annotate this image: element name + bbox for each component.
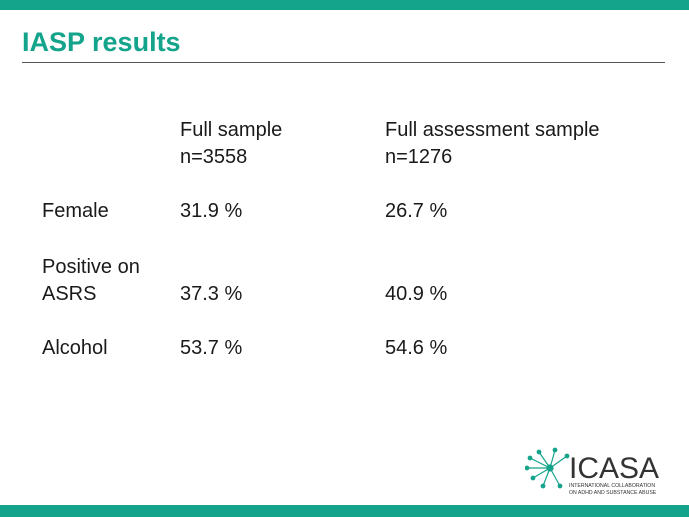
column-n: n=1276 <box>385 146 453 168</box>
cell-value: 26.7 % <box>385 200 448 222</box>
row-label: Female <box>42 200 109 222</box>
cell-value: 37.3 % <box>180 283 243 305</box>
logo-line: ON ADHD AND SUBSTANCE ABUSE <box>569 490 657 496</box>
logo: ICASA INTERNATIONAL COLLABORATION ON ADH… <box>525 447 659 496</box>
logo-name: ICASA <box>569 452 659 485</box>
column-title: Full sample <box>180 119 283 141</box>
row-label: Positive on <box>42 256 140 278</box>
cell-value: 53.7 % <box>180 337 243 359</box>
row-label: Alcohol <box>42 337 108 359</box>
column-n: n=3558 <box>180 146 248 168</box>
row-label: ASRS <box>42 283 97 305</box>
top-bar <box>0 0 689 10</box>
slide-title: IASP results <box>22 27 181 57</box>
logo-line: INTERNATIONAL COLLABORATION <box>569 483 655 489</box>
cell-value: 54.6 % <box>385 337 448 359</box>
title-rule <box>22 62 665 63</box>
cell-value: 40.9 % <box>385 283 448 305</box>
logo-mark <box>525 447 570 489</box>
column-title: Full assessment sample <box>385 119 600 141</box>
bottom-bar <box>0 505 689 517</box>
cell-value: 31.9 % <box>180 200 243 222</box>
